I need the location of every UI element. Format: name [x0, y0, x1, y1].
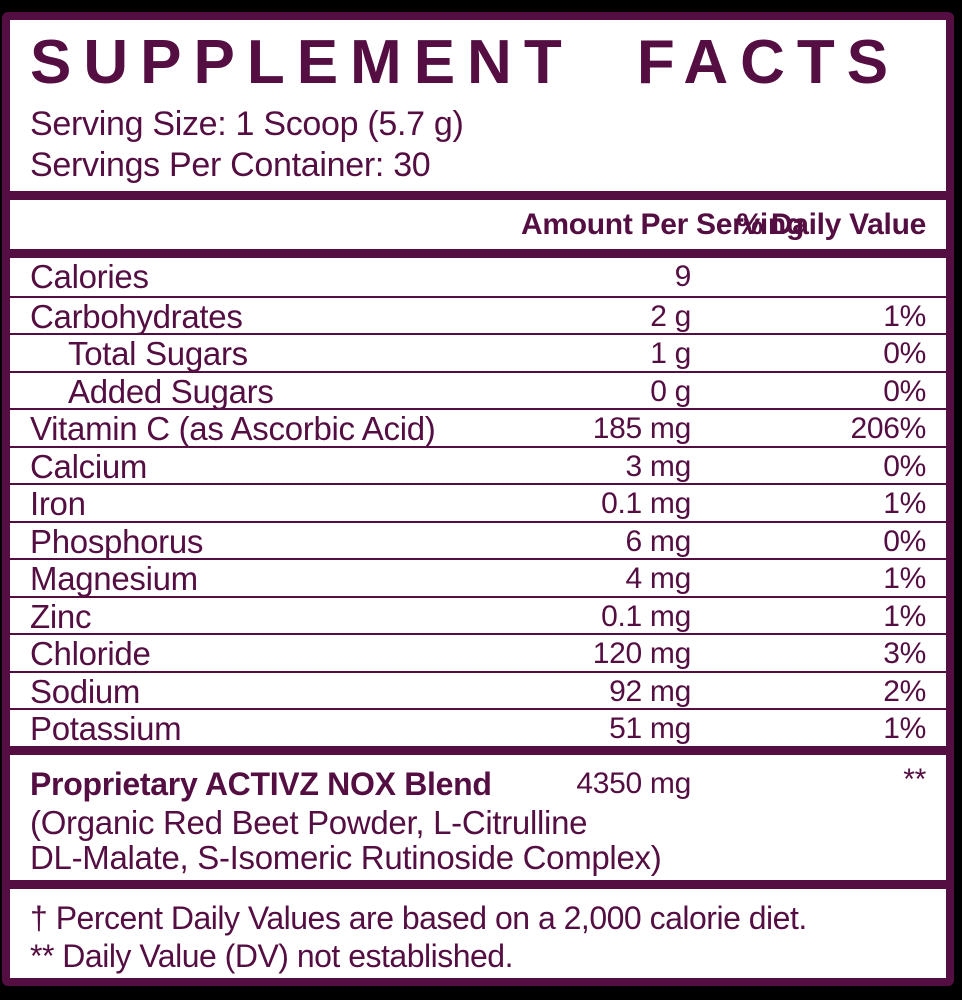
nutrient-row: Calcium 3 mg 0% — [10, 445, 946, 485]
panel-header: SUPPLEMENT FACTS Serving Size: 1 Scoop (… — [10, 20, 946, 191]
nutrient-amount: 185 mg — [592, 412, 692, 446]
nutrient-name: Calories — [30, 258, 149, 295]
nutrient-name: Zinc — [30, 597, 92, 635]
nutrient-amount: 92 mg — [609, 674, 691, 708]
nutrient-dv: 3% — [883, 637, 926, 671]
table-header-row: Amount Per Serving % Daily Value — [10, 200, 946, 249]
nutrient-amount: 1 g — [650, 337, 691, 371]
nutrient-dv: 1% — [883, 599, 926, 633]
nutrient-name: Phosphorus — [30, 522, 204, 560]
nutrient-row: Zinc 0.1 mg 1% — [10, 595, 946, 635]
section-divider — [10, 191, 946, 200]
nutrient-name: Added Sugars — [68, 372, 274, 410]
nutrient-dv: 1% — [883, 562, 926, 596]
nutrient-name: Vitamin C (as Ascorbic Acid) — [30, 410, 436, 448]
blend-ingredients-line-2: DL-Malate, S-Isomeric Rutinoside Complex… — [30, 839, 662, 876]
nutrient-dv: 1% — [883, 299, 926, 333]
serving-size: Serving Size: 1 Scoop (5.7 g) — [30, 105, 464, 143]
nutrient-dv: 1% — [883, 712, 926, 746]
blend-row: Proprietary ACTIVZ NOX Blend 4350 mg ** — [30, 763, 926, 805]
nutrient-name: Potassium — [30, 710, 182, 748]
nutrient-row: Carbohydrates 2 g 1% — [10, 295, 946, 335]
nutrient-amount: 51 mg — [609, 712, 691, 746]
section-divider — [10, 880, 946, 889]
footnote-daily-values: † Percent Daily Values are based on a 2,… — [30, 900, 807, 936]
nutrient-row: Potassium 51 mg 1% — [10, 708, 946, 748]
nutrient-row: Total Sugars 1 g 0% — [10, 333, 946, 373]
nutrient-amount: 2 g — [650, 299, 691, 333]
nutrient-amount: 4 mg — [625, 562, 692, 596]
blend-name: Proprietary ACTIVZ NOX Blend — [30, 765, 492, 802]
blend-dv-asterisks: ** — [903, 763, 926, 796]
footnotes-section: † Percent Daily Values are based on a 2,… — [10, 889, 946, 978]
nutrient-dv: 0% — [883, 374, 926, 408]
nutrient-row: Calories 9 — [10, 258, 946, 296]
nutrient-row: Vitamin C (as Ascorbic Acid) 185 mg 206% — [10, 408, 946, 448]
nutrient-name: Sodium — [30, 672, 141, 710]
proprietary-blend-section: Proprietary ACTIVZ NOX Blend 4350 mg ** … — [10, 755, 946, 880]
nutrient-dv: 206% — [850, 412, 926, 446]
nutrient-name: Total Sugars — [68, 335, 248, 373]
nutrient-name: Iron — [30, 485, 86, 523]
footnote-dv-not-established: ** Daily Value (DV) not established. — [30, 938, 513, 974]
nutrient-row: Sodium 92 mg 2% — [10, 670, 946, 710]
panel-title: SUPPLEMENT FACTS — [30, 28, 901, 97]
nutrient-name: Chloride — [30, 635, 151, 673]
nutrient-name: Carbohydrates — [30, 297, 243, 335]
supplement-facts-panel: SUPPLEMENT FACTS Serving Size: 1 Scoop (… — [2, 12, 954, 986]
nutrient-dv: 2% — [883, 674, 926, 708]
nutrient-row: Magnesium 4 mg 1% — [10, 558, 946, 598]
blend-ingredients-line-1: (Organic Red Beet Powder, L-Citrulline — [30, 804, 588, 841]
nutrient-amount: 9 — [674, 260, 692, 293]
nutrient-table: Calories 9 Carbohydrates 2 g 1% Total Su… — [10, 258, 946, 748]
col-header-amount-per-serving: Amount Per Serving — [521, 207, 804, 241]
section-divider — [10, 746, 946, 755]
servings-per-container: Servings Per Container: 30 — [30, 146, 431, 184]
nutrient-amount: 120 mg — [592, 637, 692, 671]
nutrient-row: Iron 0.1 mg 1% — [10, 483, 946, 523]
nutrient-row: Added Sugars 0 g 0% — [10, 370, 946, 410]
nutrient-amount: 6 mg — [625, 524, 692, 558]
nutrient-dv: 0% — [883, 449, 926, 483]
nutrient-dv: 0% — [883, 337, 926, 371]
nutrient-name: Magnesium — [30, 560, 198, 598]
col-header-percent-daily-value: % Daily Value — [736, 207, 926, 241]
nutrient-name: Calcium — [30, 447, 148, 485]
blend-amount: 4350 mg — [576, 767, 691, 800]
nutrient-row: Phosphorus 6 mg 0% — [10, 520, 946, 560]
nutrient-row: Chloride 120 mg 3% — [10, 633, 946, 673]
nutrient-amount: 0.1 mg — [601, 599, 691, 633]
nutrient-amount: 0.1 mg — [601, 487, 691, 521]
header-divider — [10, 249, 946, 258]
nutrient-dv: 1% — [883, 487, 926, 521]
nutrient-amount: 0 g — [650, 374, 691, 408]
nutrient-dv: 0% — [883, 524, 926, 558]
nutrient-amount: 3 mg — [625, 449, 692, 483]
